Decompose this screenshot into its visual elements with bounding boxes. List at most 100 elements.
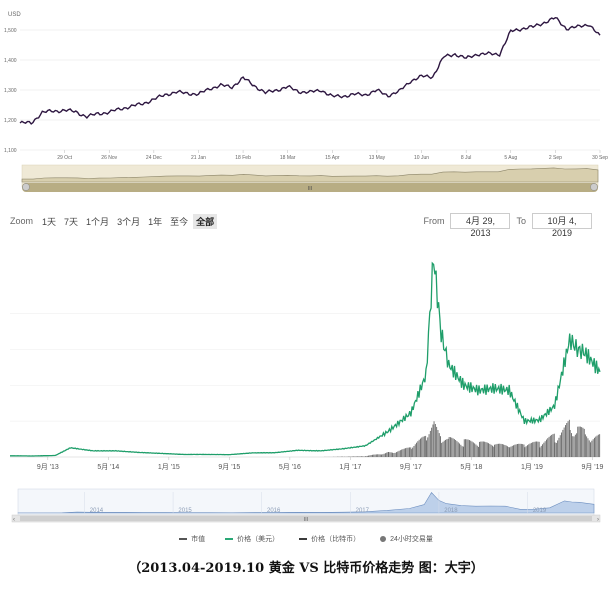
btc-volume-bar	[496, 443, 498, 457]
btc-volume-bar	[434, 424, 436, 457]
btc-scroll-left-arrow[interactable]: ‹	[13, 517, 15, 523]
btc-volume-bar	[405, 448, 406, 457]
btc-volume-bar	[569, 430, 571, 457]
legend-item-market-cap[interactable]: 市值	[179, 532, 205, 546]
btc-volume-bars	[324, 419, 601, 457]
btc-volume-bar	[429, 430, 431, 457]
btc-volume-bar	[463, 446, 464, 457]
btc-scroll-right-arrow[interactable]: ›	[597, 517, 599, 523]
gold-navigator-left-handle[interactable]	[22, 183, 30, 191]
btc-volume-bar	[381, 454, 382, 457]
zoom-button-7d[interactable]: 7天	[64, 216, 79, 227]
btc-volume-bar	[351, 456, 353, 457]
btc-gridlines	[10, 313, 600, 458]
btc-volume-bar	[399, 450, 401, 457]
btc-volume-bar	[565, 425, 566, 457]
btc-volume-bar	[428, 434, 430, 457]
btc-volume-bar	[595, 436, 597, 457]
btc-volume-bar	[543, 442, 545, 457]
btc-volume-bar	[520, 443, 522, 457]
btc-volume-bar	[389, 452, 391, 457]
btc-volume-bar	[577, 426, 579, 457]
btc-volume-bar	[555, 442, 557, 457]
btc-volume-bar	[547, 438, 549, 457]
btc-navigator-series	[17, 492, 595, 514]
gold-navigator-scrollbar[interactable]	[22, 183, 598, 192]
zoom-button-1y[interactable]: 1年	[148, 216, 163, 227]
legend-label: 市值	[191, 536, 206, 543]
btc-volume-bar	[472, 442, 474, 457]
btc-volume-bar	[478, 446, 479, 457]
btc-volume-bar	[551, 434, 553, 457]
btc-volume-bar	[534, 441, 536, 457]
btc-volume-bar	[392, 452, 393, 457]
zoom-button-3m[interactable]: 3个月	[117, 216, 141, 227]
from-date-input[interactable]: 4月 29, 2013	[450, 213, 511, 238]
btc-volume-bar	[513, 445, 514, 457]
gold-navigator[interactable]: III	[21, 164, 599, 192]
btc-volume-bar	[355, 456, 357, 457]
gold-y-tick-label: 1,400	[4, 58, 17, 64]
btc-volume-bar	[486, 442, 488, 457]
btc-volume-bar	[592, 439, 594, 457]
btc-volume-bar	[382, 454, 384, 457]
btc-legend: 市值 价格（美元） 价格（比特币） 24小时交易量	[0, 532, 612, 546]
btc-volume-bar	[510, 446, 512, 457]
zoom-selector: Zoom 1天 7天 1个月 3个月 1年 至今 全部	[10, 213, 219, 229]
btc-volume-bar	[445, 439, 446, 457]
btc-volume-bar	[463, 439, 465, 457]
btc-volume-bar	[509, 447, 511, 457]
btc-nav-year-label: 2014	[90, 508, 104, 514]
gold-y-tick-label: 1,100	[4, 148, 17, 154]
btc-x-axis: 9月 '13 5月 '14 1月 '15 9月 '15 5月 '16 1月 '17 9月 '…	[37, 457, 604, 471]
btc-volume-bar	[495, 444, 497, 457]
to-date-input[interactable]: 10月 4, 2019	[532, 213, 592, 238]
from-label: From	[423, 216, 445, 226]
btc-volume-bar	[467, 439, 469, 457]
btc-navigator[interactable]: 2014 2015 2016 2017 2018 2019 III ‹ ›	[11, 488, 601, 523]
gold-price-line	[19, 16, 601, 125]
btc-x-tick-label: 5月 '18	[460, 463, 482, 471]
btc-volume-bar	[409, 447, 410, 457]
btc-volume-bar	[588, 440, 590, 457]
btc-volume-bar	[514, 444, 516, 457]
btc-volume-bar	[584, 434, 586, 457]
gold-x-axis: 29 Oct 26 Nov 24 Dec 21 Jan 18 Feb 18 Mar 15 A…	[57, 150, 608, 161]
btc-volume-bar	[402, 449, 404, 457]
btc-volume-bar	[466, 439, 468, 457]
btc-volume-bar	[465, 439, 466, 457]
btc-volume-bar	[599, 434, 601, 457]
btc-volume-bar	[469, 440, 470, 457]
btc-scrollbar-thumb[interactable]	[20, 516, 592, 521]
btc-volume-bar	[571, 433, 572, 457]
bitcoin-price-chart: 9月 '13 5月 '14 1月 '15 9月 '15 5月 '16 1月 '17 9月 '…	[10, 261, 604, 523]
btc-scrollbar-grip: III	[304, 517, 308, 523]
btc-volume-bar	[396, 452, 397, 457]
legend-item-price-btc[interactable]: 价格（比特币）	[299, 532, 360, 546]
gold-navigator-right-handle[interactable]	[590, 183, 598, 191]
btc-volume-bar	[490, 444, 492, 457]
btc-volume-bar	[482, 441, 484, 457]
gold-navigator-series	[21, 167, 599, 183]
zoom-button-1m[interactable]: 1个月	[86, 216, 110, 227]
btc-volume-bar	[390, 452, 392, 457]
btc-volume-bar	[484, 441, 486, 457]
btc-x-tick-label: 1月 '19	[521, 463, 543, 471]
btc-volume-bar	[412, 447, 414, 457]
zoom-button-all[interactable]: 全部	[193, 213, 218, 229]
btc-volume-bar	[480, 441, 482, 457]
legend-label: 价格（美元）	[237, 536, 280, 543]
btc-volume-bar	[479, 441, 480, 457]
btc-volume-bar	[369, 455, 371, 457]
btc-volume-bar	[426, 440, 427, 457]
zoom-button-1d[interactable]: 1天	[42, 216, 57, 227]
legend-item-volume[interactable]: 24小时交易量	[380, 532, 433, 546]
gold-unit-label: USD	[8, 12, 21, 18]
btc-volume-bar	[548, 436, 550, 457]
btc-volume-bar	[542, 444, 543, 457]
btc-volume-bar	[441, 442, 443, 457]
btc-volume-bar	[379, 454, 381, 457]
zoom-button-ytd[interactable]: 至今	[170, 216, 189, 227]
btc-volume-bar	[417, 441, 419, 457]
legend-item-price-usd[interactable]: 价格（美元）	[225, 532, 279, 546]
